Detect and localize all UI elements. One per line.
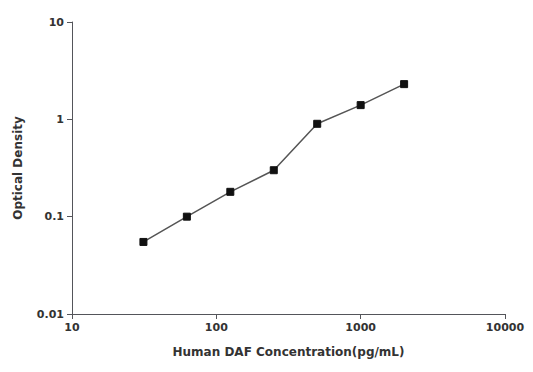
svg-text:10: 10 — [64, 321, 80, 334]
svg-text:1000: 1000 — [345, 321, 376, 334]
svg-text:Optical Density: Optical Density — [11, 116, 25, 220]
svg-text:10000: 10000 — [486, 321, 525, 334]
svg-text:0.01: 0.01 — [37, 308, 64, 321]
svg-text:0.1: 0.1 — [45, 210, 65, 223]
svg-text:Human DAF Concentration(pg/mL): Human DAF Concentration(pg/mL) — [173, 345, 405, 359]
svg-text:1: 1 — [56, 113, 64, 126]
svg-text:10: 10 — [49, 16, 65, 29]
svg-text:100: 100 — [205, 321, 228, 334]
